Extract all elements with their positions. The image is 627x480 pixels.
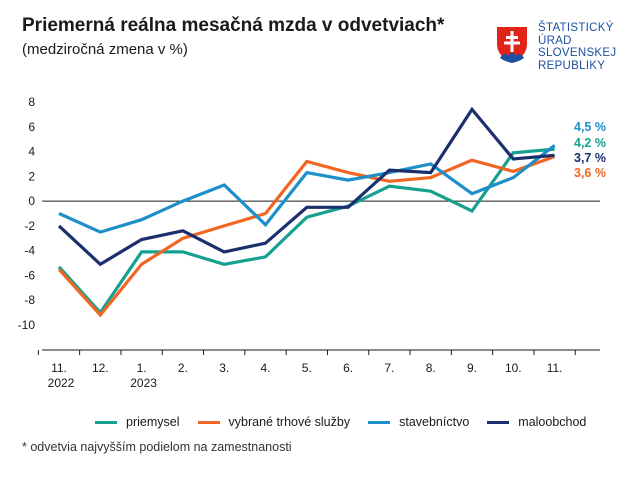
legend-item: maloobchod [487,415,586,429]
x-year-label: 2023 [130,376,157,390]
y-tick-label: 2 [28,169,35,183]
legend-swatch [95,420,117,424]
y-tick-label: 6 [28,120,35,134]
y-tick-label: -2 [24,219,35,233]
legend-swatch [197,420,220,424]
legend-label: maloobchod [518,415,587,429]
legend-swatch [487,420,510,424]
y-tick-label: 8 [28,95,35,109]
legend-item: vybrané trhové služby [197,415,351,429]
x-tick-label: 7. [384,361,394,375]
logo-line: SLOVENSKEJ [538,47,617,59]
legend-swatch [368,420,391,424]
x-tick-label: 11. [547,361,563,375]
legend-label: priemysel [126,415,180,429]
series-line [57,147,555,316]
x-tick-label: 10. [505,361,522,375]
x-tick-label: 12. [92,361,109,375]
y-tick-label: -6 [24,268,35,282]
legend-label: stavebníctvo [399,415,470,429]
footnote: * odvetvia najvyšším podielom na zamestn… [22,440,292,454]
statistical-office-logo: ŠTATISTICKÝ ÚRAD SLOVENSKEJ REPUBLIKY [492,22,616,74]
y-tick-label: 0 [28,194,35,208]
chart-title: Priemerná reálna mesačná mzda v odvetvia… [22,15,445,36]
chart-subtitle: (medziročná zmena v %) [22,41,188,58]
x-tick-label: 9. [467,361,477,375]
series-line [57,106,555,267]
series-line [57,154,556,318]
x-tick-label: 5. [302,361,312,375]
logo-line: ÚRAD [538,34,572,47]
legend-label: vybrané trhové služby [228,415,351,429]
y-tick-label: 4 [28,145,35,159]
x-tick-label: 3. [219,361,229,375]
slovak-coat-of-arms-icon [493,23,531,68]
x-tick-label: 8. [426,361,436,375]
x-tick-label: 11. [51,361,67,375]
x-tick-label: 1. [137,361,147,375]
logo-line: ŠTATISTICKÝ [538,22,614,34]
series-end-label: 3,7 % [574,151,606,165]
legend-item: stavebníctvo [368,415,469,429]
y-tick-label: -8 [24,293,35,307]
chart-legend: priemysel vybrané trhové služby stavební… [95,415,604,429]
y-tick-label: -10 [18,318,36,332]
legend-item: priemysel [95,415,180,429]
series-end-label: 4,2 % [574,136,606,150]
series-end-label: 4,5 % [574,120,606,134]
series-end-label: 3,6 % [574,166,606,180]
logo-text: ŠTATISTICKÝ ÚRAD SLOVENSKEJ REPUBLIKY [538,22,616,72]
x-tick-label: 4. [260,361,270,375]
x-year-label: 2022 [48,376,75,390]
x-tick-label: 2. [178,361,188,375]
series-line [58,144,556,234]
x-tick-label: 6. [343,361,353,375]
y-tick-label: -4 [24,244,35,258]
logo-line: REPUBLIKY [538,59,606,72]
